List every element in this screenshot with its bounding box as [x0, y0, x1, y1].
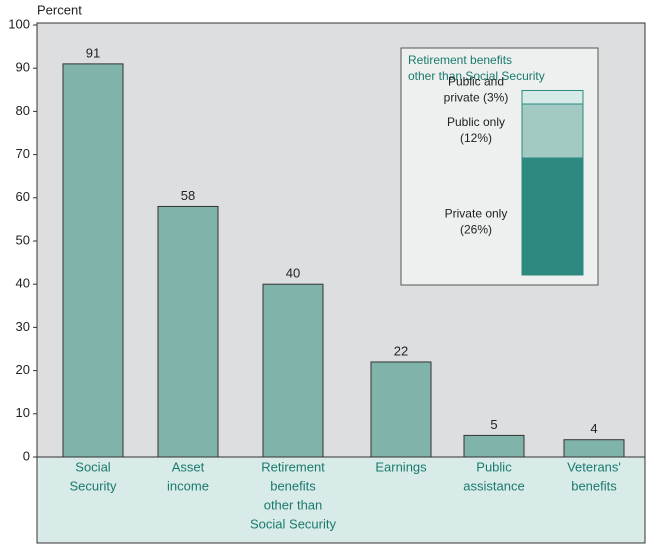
y-tick-label: 100	[8, 16, 30, 31]
inset-title: Retirement benefits	[408, 53, 512, 67]
inset-label: Public and	[448, 75, 504, 89]
x-tick-label: Earnings	[375, 459, 427, 474]
y-tick-label: 80	[16, 103, 30, 118]
x-tick-label: benefits	[270, 478, 316, 493]
y-tick-label: 60	[16, 189, 30, 204]
x-tick-label: Veterans'	[567, 459, 621, 474]
bar	[563, 439, 625, 458]
y-tick-label: 10	[16, 405, 30, 420]
bar	[370, 361, 432, 458]
y-axis-label: Percent	[37, 2, 82, 17]
value-label: 22	[394, 343, 408, 358]
x-tick-label: Social Security	[250, 516, 336, 531]
inset-title: other than Social Security	[408, 69, 545, 83]
y-tick-label: 20	[16, 362, 30, 377]
inset-segment	[521, 157, 584, 276]
y-tick-label: 0	[23, 448, 30, 463]
value-label: 4	[590, 421, 597, 436]
y-tick-label: 90	[16, 60, 30, 75]
x-tick-label: benefits	[571, 478, 617, 493]
y-tick-label: 30	[16, 319, 30, 334]
inset-label: (12%)	[460, 131, 492, 145]
bar	[157, 205, 219, 458]
y-tick-label: 40	[16, 276, 30, 291]
x-tick-label: Social	[75, 459, 111, 474]
bar	[463, 434, 525, 458]
x-tick-label: Asset	[172, 459, 205, 474]
x-tick-label: Public	[476, 459, 512, 474]
y-tick-label: 50	[16, 232, 30, 247]
y-tick-label: 70	[16, 146, 30, 161]
bar	[62, 63, 124, 458]
value-label: 5	[490, 417, 497, 432]
inset-segment	[521, 103, 584, 159]
x-tick-label: Security	[70, 478, 117, 493]
x-tick-label: income	[167, 478, 209, 493]
category-panel	[36, 456, 646, 544]
inset-label: private (3%)	[444, 91, 509, 105]
inset-segment	[521, 90, 584, 105]
value-label: 91	[86, 45, 100, 60]
value-label: 40	[286, 266, 300, 281]
bar	[262, 283, 324, 458]
x-tick-label: Retirement	[261, 459, 325, 474]
inset-label: (26%)	[460, 223, 492, 237]
inset-label: Public only	[447, 115, 505, 129]
x-tick-label: other than	[264, 497, 323, 512]
x-tick-label: assistance	[463, 478, 524, 493]
value-label: 58	[181, 188, 195, 203]
inset-label: Private only	[445, 207, 508, 221]
